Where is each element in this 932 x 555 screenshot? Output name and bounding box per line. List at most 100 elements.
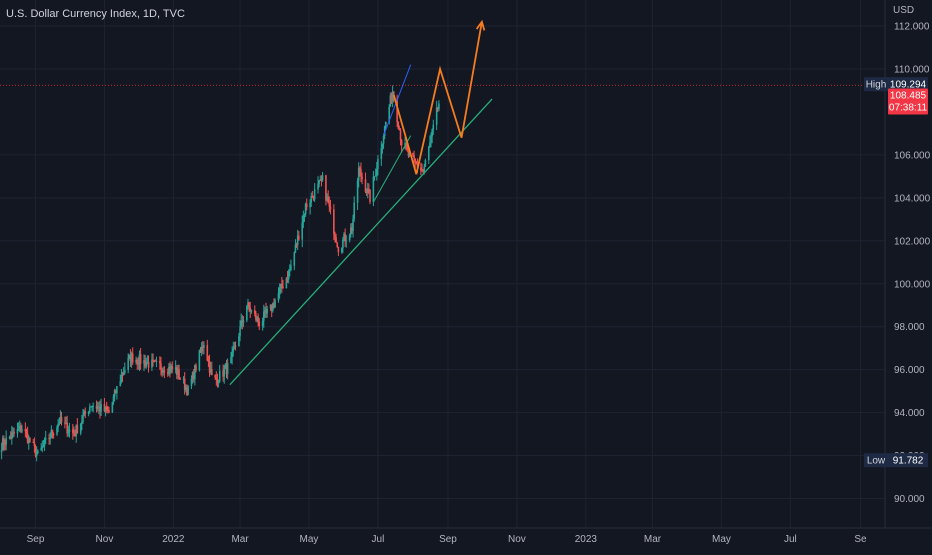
currency-label: USD xyxy=(893,5,915,16)
candle-body xyxy=(303,214,306,216)
candle-body xyxy=(405,143,407,148)
candle-body xyxy=(98,406,100,408)
candle-body xyxy=(340,248,343,253)
candle-body xyxy=(29,437,31,442)
candle-body xyxy=(230,357,232,364)
candle-body xyxy=(397,122,400,129)
candle-body xyxy=(143,360,145,364)
candle-body xyxy=(111,402,114,413)
channel-line[interactable] xyxy=(372,135,412,203)
trendline[interactable] xyxy=(229,98,493,386)
candle-body xyxy=(208,361,211,373)
candle-body xyxy=(50,429,53,438)
candle-body xyxy=(342,239,344,249)
candle-body xyxy=(312,196,315,200)
candle-body xyxy=(185,387,187,390)
candle-body xyxy=(74,435,76,437)
candle-body xyxy=(60,417,63,423)
candle-body xyxy=(423,166,426,173)
low-badge-label: Low xyxy=(867,456,886,467)
candle-body xyxy=(311,195,314,197)
candle-body xyxy=(400,140,403,146)
candle-body xyxy=(351,227,353,231)
candle-body xyxy=(121,374,124,376)
candle-body xyxy=(348,234,351,241)
x-tick-label: Se xyxy=(854,534,867,545)
candle-body xyxy=(66,422,68,434)
candle-body xyxy=(88,407,91,412)
candle-body xyxy=(288,270,291,272)
candle-body xyxy=(278,288,281,293)
candle-body xyxy=(240,320,242,327)
candle-body xyxy=(435,107,438,125)
candle-body xyxy=(75,425,78,436)
candle-body xyxy=(333,209,335,234)
candle-body xyxy=(255,313,257,320)
candle-body xyxy=(264,310,266,312)
candle-body xyxy=(92,405,94,407)
candle-body xyxy=(154,360,157,362)
candle-body xyxy=(382,136,385,144)
low-badge-value: 91.782 xyxy=(893,456,924,467)
candle-body xyxy=(169,366,171,372)
candle-body xyxy=(253,310,256,314)
x-tick-label: Nov xyxy=(96,534,114,545)
candle-body xyxy=(191,372,194,379)
candle-body xyxy=(151,359,153,368)
candle-body xyxy=(90,406,92,408)
candle-body xyxy=(294,244,297,253)
candle-body xyxy=(198,350,201,371)
candle-body xyxy=(335,237,337,243)
candle-body xyxy=(361,176,363,180)
candle-body xyxy=(309,202,311,208)
candle-body xyxy=(178,369,180,379)
candle-body xyxy=(296,235,299,245)
y-tick-label: 90.000 xyxy=(894,494,925,505)
candle-body xyxy=(36,450,39,454)
candle-body xyxy=(239,326,241,337)
candle-body xyxy=(217,381,220,384)
candle-body xyxy=(136,359,139,364)
grid xyxy=(0,0,885,528)
candle-body xyxy=(247,302,249,307)
candle-body xyxy=(187,386,189,396)
candle-body xyxy=(415,161,418,164)
drawings[interactable] xyxy=(0,19,885,386)
candle-body xyxy=(112,396,115,403)
candle-body xyxy=(153,360,155,362)
candle-body xyxy=(190,378,193,387)
candle-body xyxy=(32,441,35,443)
candle-body xyxy=(207,360,210,362)
candle-body xyxy=(128,354,131,359)
candle-body xyxy=(424,160,427,167)
candle-body xyxy=(160,363,162,370)
candle-body xyxy=(404,143,406,146)
candle-body xyxy=(8,437,11,439)
candle-body xyxy=(100,404,102,412)
candle-body xyxy=(76,425,79,434)
candle-body xyxy=(304,203,307,215)
candle-body xyxy=(285,278,288,289)
candle-body xyxy=(343,233,345,240)
candle-body xyxy=(360,169,362,177)
candle-body xyxy=(186,387,188,396)
candle-body xyxy=(200,346,203,352)
candle-body xyxy=(147,361,150,368)
candle-body xyxy=(155,360,158,362)
channel-line[interactable] xyxy=(383,64,412,136)
candle-body xyxy=(218,370,221,382)
candle-body xyxy=(20,425,22,432)
candle-body xyxy=(364,179,367,192)
projection-path[interactable] xyxy=(392,21,483,175)
candle-body xyxy=(381,143,384,149)
candle-body xyxy=(318,180,320,184)
y-tick-label: 112.000 xyxy=(894,22,930,33)
candle-body xyxy=(286,278,289,280)
candle-body xyxy=(120,374,123,382)
candle-body xyxy=(353,202,355,219)
candle-body xyxy=(192,372,195,380)
candle-body xyxy=(369,189,371,202)
